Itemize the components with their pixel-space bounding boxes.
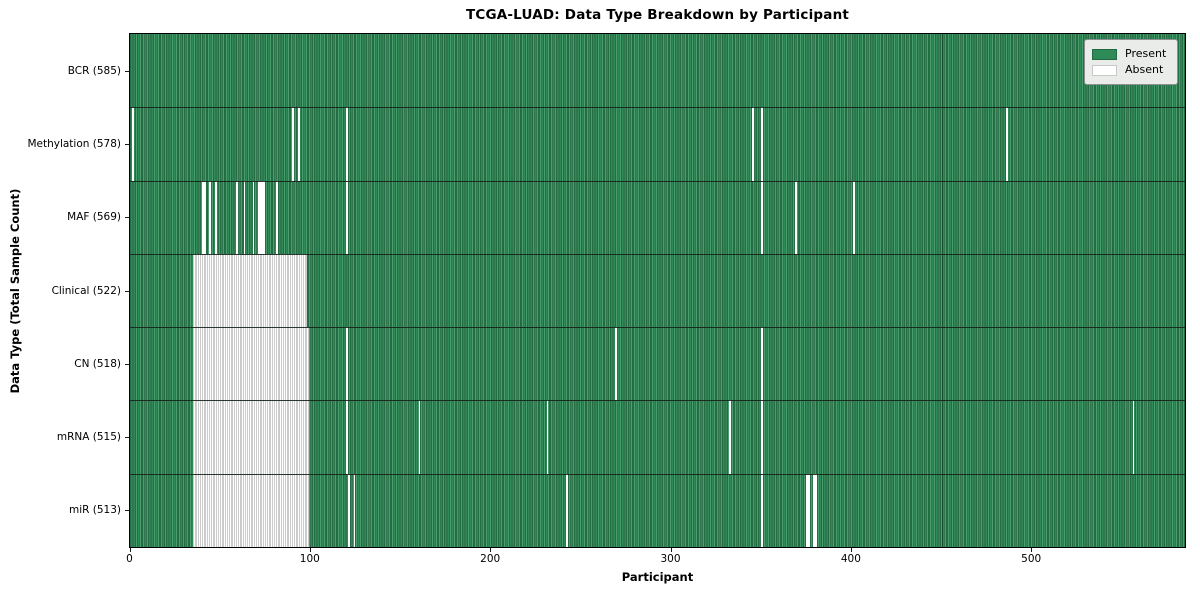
absent-stripe	[752, 107, 754, 181]
x-tick-label: 400	[840, 553, 861, 565]
legend-item-absent: Absent	[1092, 62, 1169, 78]
heatmap-row-Clinical	[130, 253, 1185, 328]
x-tick-mark	[850, 548, 852, 552]
present-swatch-icon	[1092, 48, 1117, 60]
x-tick-label: 0	[126, 553, 133, 565]
absent-stripe	[214, 180, 217, 254]
row-separator	[130, 180, 1185, 182]
absent-stripe	[243, 180, 246, 254]
absent-block	[193, 327, 309, 401]
absent-stripe	[258, 180, 260, 254]
row-separator	[130, 107, 1185, 109]
y-tick-mark	[125, 217, 129, 219]
absent-stripe	[276, 180, 278, 254]
absent-stripe	[761, 180, 763, 254]
x-tick-label: 300	[660, 553, 681, 565]
y-tick-label: MAF (569)	[67, 211, 121, 224]
absent-stripe	[263, 180, 266, 254]
x-tick-mark	[129, 548, 131, 552]
absent-stripe	[853, 180, 855, 254]
absent-stripe	[795, 180, 798, 254]
absent-stripe	[566, 473, 569, 547]
absent-stripe	[615, 327, 617, 401]
absent-stripe	[353, 473, 356, 547]
absent-stripe	[259, 180, 262, 254]
absent-stripe	[813, 473, 816, 547]
absent-stripe	[1006, 107, 1009, 181]
x-tick-label: 200	[480, 553, 501, 565]
x-axis-label: Participant	[621, 570, 694, 584]
legend: Present Absent	[1084, 39, 1178, 85]
absent-stripe	[806, 473, 809, 547]
absent-stripe	[131, 107, 134, 181]
absent-stripe	[297, 107, 300, 181]
absent-block	[193, 400, 309, 474]
heatmap-row-Methylation	[130, 107, 1185, 181]
y-tick-mark	[125, 437, 129, 439]
absent-stripe	[346, 400, 349, 474]
absent-stripe	[418, 400, 421, 474]
y-tick-mark	[125, 290, 129, 292]
absent-block	[193, 253, 307, 328]
absent-stripe	[346, 180, 349, 254]
row-separator	[130, 400, 1185, 402]
y-tick-label: mRNA (515)	[56, 431, 121, 444]
y-tick-mark	[125, 143, 129, 145]
y-tick-mark	[125, 510, 129, 512]
absent-stripe	[761, 107, 763, 181]
x-tick-label: 500	[1021, 553, 1042, 565]
absent-stripe	[728, 400, 731, 474]
absent-stripe	[815, 473, 818, 547]
legend-item-present: Present	[1092, 46, 1169, 62]
heatmap-row-miR	[130, 473, 1185, 547]
legend-label-present: Present	[1125, 47, 1167, 60]
absent-block	[193, 473, 309, 547]
absent-stripe	[761, 400, 763, 474]
absent-stripe	[202, 180, 204, 254]
absent-stripe	[808, 473, 810, 547]
heatmap-row-mRNA	[130, 400, 1185, 474]
heatmap-row-CN	[130, 327, 1185, 401]
x-tick-mark	[309, 548, 311, 552]
x-tick-mark	[670, 548, 672, 552]
absent-stripe	[261, 180, 264, 254]
y-tick-label: BCR (585)	[67, 64, 121, 77]
absent-stripe	[209, 180, 212, 254]
x-tick-label: 100	[299, 553, 320, 565]
y-tick-mark	[125, 363, 129, 365]
row-separator	[130, 327, 1185, 329]
absent-stripe	[346, 327, 349, 401]
y-tick-label: Clinical (522)	[51, 284, 121, 297]
absent-stripe	[252, 180, 255, 254]
absent-stripe	[546, 400, 549, 474]
absent-stripe	[1132, 400, 1135, 474]
legend-label-absent: Absent	[1125, 63, 1164, 76]
absent-stripe	[236, 180, 239, 254]
absent-stripe	[761, 473, 763, 547]
absent-stripe	[292, 107, 295, 181]
x-tick-mark	[1031, 548, 1033, 552]
heatmap-row-MAF	[130, 180, 1185, 254]
y-tick-label: Methylation (578)	[27, 137, 121, 150]
x-tick-mark	[490, 548, 492, 552]
heatmap-plot	[129, 33, 1186, 548]
heatmap-row-BCR	[130, 34, 1185, 108]
y-tick-label: miR (513)	[68, 504, 121, 517]
row-separator	[130, 473, 1185, 475]
absent-stripe	[346, 107, 349, 181]
absent-stripe	[761, 327, 763, 401]
row-separator	[130, 253, 1185, 255]
absent-stripe	[348, 473, 350, 547]
absent-stripe	[203, 180, 206, 254]
chart-title: TCGA-LUAD: Data Type Breakdown by Partic…	[465, 7, 850, 23]
y-tick-label: CN (518)	[74, 357, 121, 370]
absent-swatch-icon	[1092, 64, 1117, 76]
y-tick-mark	[125, 70, 129, 72]
